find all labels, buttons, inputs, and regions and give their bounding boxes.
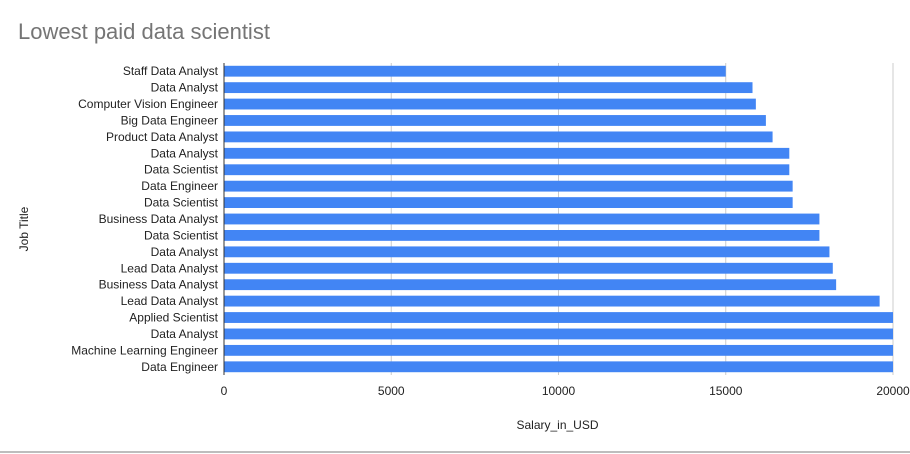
- category-label: Lead Data Analyst: [121, 294, 219, 308]
- chart-title: Lowest paid data scientist: [18, 19, 270, 44]
- category-label: Business Data Analyst: [99, 278, 219, 292]
- bar: [224, 312, 893, 323]
- category-label: Data Scientist: [144, 163, 219, 177]
- bar: [224, 328, 893, 340]
- category-label: Business Data Analyst: [99, 212, 219, 226]
- bar: [224, 115, 766, 126]
- x-tick-label: 10000: [542, 384, 576, 398]
- category-label: Product Data Analyst: [106, 130, 219, 144]
- y-axis-title: Job Title: [17, 206, 31, 251]
- category-label: Data Engineer: [141, 360, 218, 374]
- category-labels: Staff Data Analyst Data Analyst Computer V…: [71, 64, 218, 374]
- category-label: Big Data Engineer: [121, 113, 218, 127]
- bar: [224, 147, 790, 159]
- bar: [224, 131, 773, 143]
- category-label: Staff Data Analyst: [123, 64, 219, 78]
- bars: [224, 65, 893, 373]
- bar: [224, 230, 820, 241]
- bar: [224, 82, 753, 94]
- bar: [224, 295, 880, 307]
- bar: [224, 98, 756, 110]
- bar: [224, 180, 793, 192]
- bar: [224, 164, 790, 176]
- bar: [224, 279, 837, 291]
- bar: [224, 361, 893, 373]
- category-label: Computer Vision Engineer: [78, 97, 218, 111]
- x-tick-labels: 0 5000 10000 15000 20000: [221, 384, 910, 398]
- category-label: Data Analyst: [151, 146, 219, 160]
- category-label: Data Analyst: [151, 245, 219, 259]
- x-tick-label: 15000: [709, 384, 743, 398]
- x-tick-label: 5000: [378, 384, 405, 398]
- bar: [224, 344, 893, 356]
- category-label: Lead Data Analyst: [121, 261, 219, 275]
- bar: [224, 65, 726, 77]
- bar: [224, 197, 793, 208]
- category-label: Data Analyst: [151, 327, 219, 341]
- bar: [224, 246, 830, 258]
- x-tick-label: 20000: [876, 384, 910, 398]
- bottom-divider: [0, 451, 910, 453]
- x-axis-title: Salary_in_USD: [516, 418, 598, 432]
- bar: [224, 213, 820, 225]
- bar: [224, 262, 833, 274]
- category-label: Data Scientist: [144, 196, 219, 210]
- category-label: Machine Learning Engineer: [71, 343, 218, 357]
- category-label: Applied Scientist: [129, 311, 218, 325]
- category-label: Data Analyst: [151, 81, 219, 95]
- x-tick-label: 0: [221, 384, 228, 398]
- category-label: Data Scientist: [144, 228, 219, 242]
- category-label: Data Engineer: [141, 179, 218, 193]
